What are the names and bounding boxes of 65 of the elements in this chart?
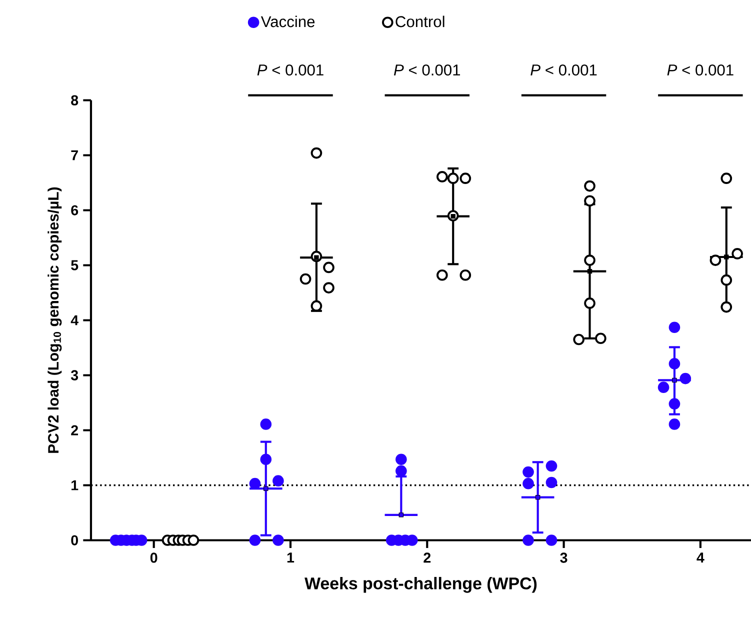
point [584,298,596,309]
point [260,454,272,466]
point [668,358,680,370]
point [546,460,558,472]
point [310,300,322,312]
legend-label: Control [396,16,444,28]
point [522,534,534,546]
text: P < 0.001 [257,64,324,76]
point [658,382,670,393]
point [584,180,596,192]
text: P < 0.001 [394,64,460,76]
point [546,534,558,546]
text: P < 0.001 [530,64,597,76]
y-tick-label: 1 [72,480,78,490]
point [668,418,680,430]
legend-label: Vaccine [260,16,315,28]
y-tick-label: 0 [71,535,78,546]
point [272,534,284,546]
point [310,147,322,159]
y-tick-label: 2 [71,425,78,436]
x-tick-label: 4 [696,552,704,562]
point [436,171,448,182]
point [595,332,606,344]
point [587,268,592,274]
point [710,254,722,266]
point [584,254,596,266]
point [522,466,534,478]
y-axis-title: PCV2 load (Log$_{10}$ genomic copies/µL) [48,187,62,453]
y-tick-label: 8 [71,95,78,106]
point [546,476,558,488]
point [535,494,540,500]
point [447,172,459,184]
y-tick-label: 3 [70,370,78,380]
point [672,378,677,383]
x-tick-label: 1 [287,552,294,562]
point [188,534,200,546]
point [323,282,334,294]
y-tick-label: 4 [70,315,78,326]
point [249,534,261,546]
x-tick-label: 3 [560,552,568,563]
point [680,372,692,384]
y-tick-label: 5 [71,260,78,270]
point [396,465,407,477]
text: P < 0.001 [667,64,734,76]
point [272,475,284,486]
point [460,269,472,281]
point [584,195,596,207]
point [300,273,312,285]
y-tick-label: 7 [71,150,78,160]
point [398,512,404,518]
y-tick-label: 6 [71,205,78,216]
x-tick-label: 0 [150,552,158,563]
x-axis-title: Weeks post-challenge (WPC) [304,576,537,593]
point [668,322,680,334]
point [724,254,729,260]
point [573,334,584,346]
point [460,172,472,184]
point [436,269,448,281]
point [264,486,268,491]
point [396,454,407,466]
point [522,478,534,490]
x-tick-label: 2 [424,552,431,563]
point [323,262,334,274]
point [668,398,680,410]
point [260,418,272,430]
